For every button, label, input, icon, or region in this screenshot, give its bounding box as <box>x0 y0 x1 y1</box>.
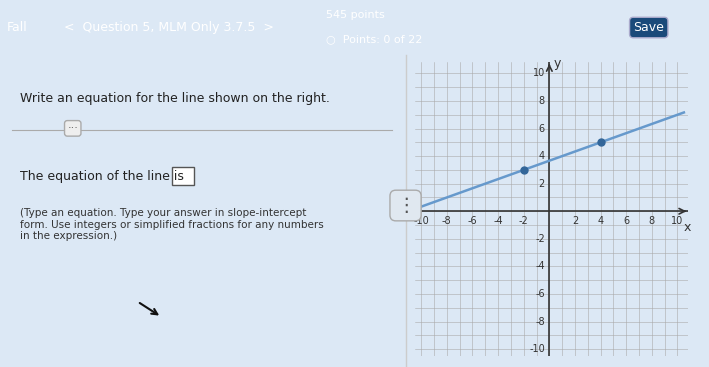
Text: 10: 10 <box>671 216 683 226</box>
Text: Write an equation for the line shown on the right.: Write an equation for the line shown on … <box>20 92 330 105</box>
Text: y: y <box>554 57 562 70</box>
Text: -10: -10 <box>529 344 545 354</box>
Text: -6: -6 <box>535 289 545 299</box>
Text: -8: -8 <box>535 316 545 327</box>
Text: The equation of the line is: The equation of the line is <box>20 170 184 184</box>
Text: ⋮: ⋮ <box>396 196 415 215</box>
Text: 6: 6 <box>623 216 630 226</box>
Text: (Type an equation. Type your answer in slope-intercept
form. Use integers or sim: (Type an equation. Type your answer in s… <box>20 208 324 241</box>
Text: 4: 4 <box>598 216 603 226</box>
Text: <  Question 5, MLM Only 3.7.5  >: < Question 5, MLM Only 3.7.5 > <box>64 21 274 34</box>
Text: ○  Points: 0 of 22: ○ Points: 0 of 22 <box>326 34 423 45</box>
FancyBboxPatch shape <box>172 167 194 185</box>
Text: x: x <box>683 221 691 234</box>
Text: Save: Save <box>633 21 664 34</box>
Text: -6: -6 <box>468 216 477 226</box>
Text: 2: 2 <box>539 179 545 189</box>
Text: -2: -2 <box>519 216 529 226</box>
Text: 6: 6 <box>539 124 545 134</box>
Text: 10: 10 <box>532 68 545 79</box>
Text: -4: -4 <box>535 261 545 271</box>
Text: Fall: Fall <box>7 21 28 34</box>
Text: 8: 8 <box>539 96 545 106</box>
Text: 4: 4 <box>539 151 545 161</box>
Text: 545 points: 545 points <box>326 10 385 21</box>
Text: -2: -2 <box>535 234 545 244</box>
Text: 2: 2 <box>572 216 578 226</box>
Text: -4: -4 <box>493 216 503 226</box>
Text: -8: -8 <box>442 216 452 226</box>
Text: -10: -10 <box>413 216 429 226</box>
Text: ···: ··· <box>67 123 78 133</box>
Text: 8: 8 <box>649 216 655 226</box>
